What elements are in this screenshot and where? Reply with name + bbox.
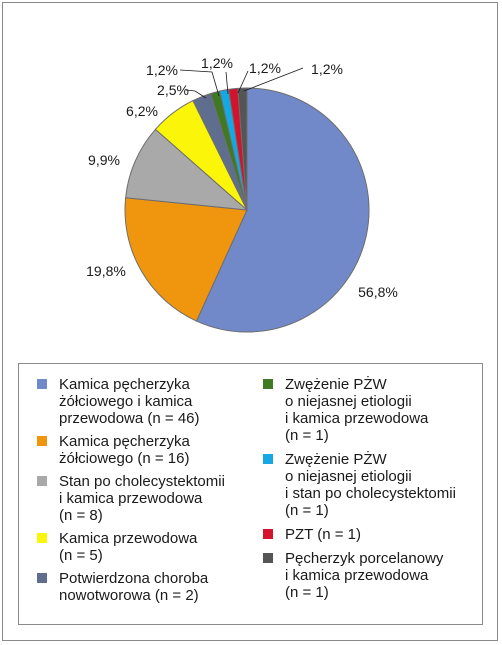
legend-item: Zwężenie PŻW o niejasnej etiologii i kam… <box>263 376 478 444</box>
legend-label: Stan po cholecystektomii i kamica przewo… <box>59 473 225 524</box>
pie-slice <box>124 197 248 322</box>
pie-slice <box>195 87 370 333</box>
legend-item: Kamica pęcherzyka żółciowego i kamica pr… <box>37 376 247 427</box>
slice-percent-label: 1,2% <box>311 61 343 77</box>
slice-percent-label: 1,2% <box>201 55 233 71</box>
legend-swatch <box>263 553 273 563</box>
chart-frame <box>2 2 498 641</box>
slice-leader-line <box>243 67 304 92</box>
legend-column-right: Zwężenie PŻW o niejasnej etiologii i kam… <box>263 376 478 608</box>
legend-swatch <box>263 529 273 539</box>
legend-swatch <box>37 573 47 583</box>
legend-label: Kamica pęcherzyka żółciowego i kamica pr… <box>59 376 200 427</box>
slice-percent-label: 56,8% <box>358 284 398 300</box>
slice-percent-label: 9,9% <box>88 152 120 168</box>
slice-leader-line <box>237 70 249 94</box>
legend-column-left: Kamica pęcherzyka żółciowego i kamica pr… <box>37 376 247 610</box>
slice-percent-label: 1,2% <box>146 62 178 78</box>
legend-item: Potwierdzona choroba nowotworowa (n = 2) <box>37 570 247 604</box>
slice-leader-line <box>179 69 220 97</box>
legend: Kamica pęcherzyka żółciowego i kamica pr… <box>18 363 483 625</box>
legend-label: Kamica przewodowa (n = 5) <box>59 530 198 564</box>
legend-label: Pęcherzyk porcelanowy i kamica przewodow… <box>285 550 444 601</box>
legend-item: Zwężenie PŻW o niejasnej etiologii i sta… <box>263 451 478 519</box>
pie-chart: 56,8% 19,8% 9,9% 6,2% 2,5% 1,2% 1,2% 1,2% 1,2% <box>86 55 398 333</box>
legend-label: Zwężenie PŻW o niejasnej etiologii i kam… <box>285 376 429 444</box>
legend-label: Potwierdzona choroba nowotworowa (n = 2) <box>59 570 209 604</box>
legend-swatch <box>263 454 273 464</box>
legend-swatch <box>37 379 47 389</box>
legend-label: Zwężenie PŻW o niejasnej etiologii i sta… <box>285 451 456 519</box>
legend-item: PZT (n = 1) <box>263 526 478 543</box>
legend-swatch <box>37 533 47 543</box>
legend-swatch <box>263 379 273 389</box>
legend-label: PZT (n = 1) <box>285 526 361 543</box>
legend-item: Stan po cholecystektomii i kamica przewo… <box>37 473 247 524</box>
legend-swatch <box>37 476 47 486</box>
slice-percent-label: 1,2% <box>249 60 281 76</box>
pie-slice <box>125 128 249 211</box>
slice-percent-label: 6,2% <box>126 103 158 119</box>
pie-slice <box>237 87 248 211</box>
legend-swatch <box>37 436 47 446</box>
legend-item: Pęcherzyk porcelanowy i kamica przewodow… <box>263 550 478 601</box>
slice-leader-line <box>225 71 229 95</box>
legend-label: Kamica pęcherzyka żółciowego (n = 16) <box>59 433 190 467</box>
legend-item: Kamica przewodowa (n = 5) <box>37 530 247 564</box>
slice-leader-line <box>185 89 207 99</box>
slice-percent-label: 2,5% <box>157 82 189 98</box>
legend-item: Kamica pęcherzyka żółciowego (n = 16) <box>37 433 247 467</box>
slice-percent-label: 19,8% <box>86 263 126 279</box>
